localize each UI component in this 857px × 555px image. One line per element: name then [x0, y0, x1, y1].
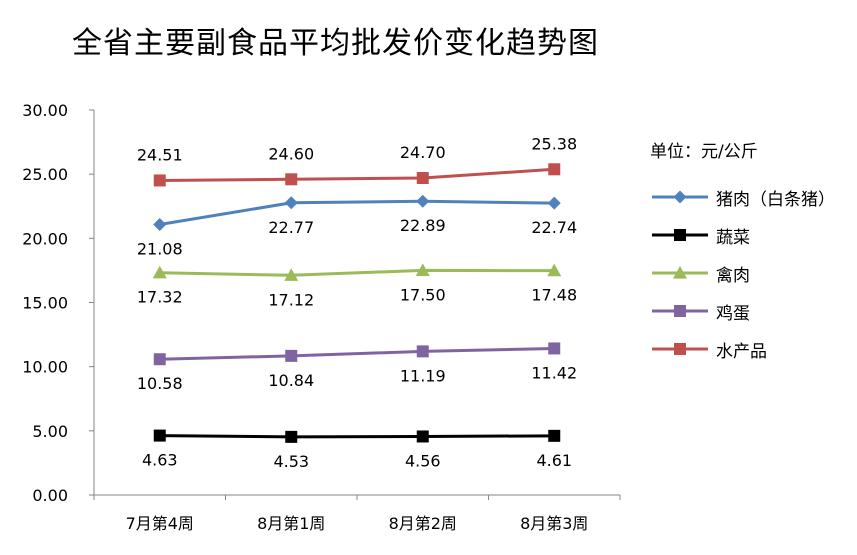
legend-item: 水产品	[650, 330, 850, 368]
data-label: 24.60	[268, 144, 314, 163]
data-label: 17.50	[400, 285, 446, 304]
legend-swatch-marker	[674, 343, 686, 355]
legend-items: 猪肉（白条猪） 蔬菜禽肉鸡蛋水产品	[650, 178, 850, 368]
data-label: 22.89	[400, 216, 446, 235]
chart-title: 全省主要副食品平均批发价变化趋势图	[72, 26, 599, 61]
data-label: 21.08	[137, 239, 183, 258]
series-line-3	[159, 346, 555, 361]
data-point	[284, 196, 298, 210]
legend-swatch-marker	[674, 305, 686, 317]
y-tick-label: 20.00	[22, 229, 68, 248]
legend-item: 鸡蛋	[650, 292, 850, 330]
legend-swatch	[652, 266, 708, 279]
y-tick-label: 5.00	[32, 422, 68, 441]
data-label: 22.77	[268, 218, 314, 237]
legend-swatch	[652, 190, 708, 204]
legend-swatch-marker	[673, 266, 687, 279]
data-label: 4.61	[536, 451, 572, 470]
data-label: 10.84	[268, 371, 314, 390]
data-label: 4.53	[273, 452, 309, 471]
data-label: 24.51	[137, 145, 183, 164]
legend-label: 水产品	[716, 341, 767, 362]
series-line-1	[159, 434, 555, 439]
x-tick-label: 8月第3周	[520, 514, 588, 533]
data-point	[548, 163, 561, 176]
data-label: 11.19	[400, 366, 446, 385]
series-line-4	[159, 167, 555, 182]
x-tick-label: 7月第4周	[126, 514, 194, 533]
legend: 单位：元/公斤 猪肉（白条猪） 蔬菜禽肉鸡蛋水产品	[650, 140, 850, 368]
data-point	[153, 353, 166, 366]
legend-label: 禽肉	[716, 265, 750, 286]
data-point	[152, 265, 167, 279]
data-point	[153, 429, 166, 442]
y-tick-label: 25.00	[22, 165, 68, 184]
data-label: 17.12	[268, 290, 314, 309]
legend-item: 猪肉（白条猪）	[650, 178, 850, 216]
data-point	[547, 263, 562, 277]
x-tick-label: 8月第1周	[257, 514, 325, 533]
legend-swatch-marker	[674, 229, 686, 241]
data-label: 24.70	[400, 143, 446, 162]
data-point	[153, 217, 167, 231]
data-point	[548, 342, 561, 355]
legend-swatch-marker	[673, 190, 687, 204]
x-tick-label: 8月第2周	[389, 514, 457, 533]
legend-item: 蔬菜	[650, 216, 850, 254]
legend-label: 蔬菜	[716, 227, 750, 248]
data-point	[416, 345, 429, 358]
data-point	[416, 172, 429, 185]
y-tick-label: 15.00	[22, 294, 68, 313]
y-tick-label: 0.00	[32, 486, 68, 505]
y-tick-label: 10.00	[22, 358, 68, 377]
data-point	[284, 268, 299, 281]
legend-swatch	[652, 343, 708, 355]
legend-swatch	[652, 229, 708, 241]
data-point	[416, 430, 429, 443]
legend-label: 鸡蛋	[716, 303, 750, 324]
data-label: 4.56	[405, 451, 441, 470]
data-label: 11.42	[531, 363, 577, 382]
data-point	[547, 196, 561, 210]
data-point	[153, 174, 166, 187]
series-line-2	[159, 268, 555, 277]
series-line-0	[159, 199, 555, 226]
data-point	[415, 263, 430, 277]
data-label: 17.48	[531, 286, 577, 305]
data-point	[285, 173, 298, 186]
legend-unit-label: 单位：元/公斤	[650, 142, 758, 162]
data-label: 10.58	[137, 374, 183, 393]
y-tick-label: 30.00	[22, 101, 68, 120]
data-point	[548, 429, 561, 442]
legend-item: 禽肉	[650, 254, 850, 292]
data-point	[285, 430, 298, 443]
data-label: 25.38	[531, 134, 577, 153]
data-point	[416, 194, 430, 208]
legend-swatch	[652, 305, 708, 317]
data-label: 17.32	[137, 288, 183, 307]
data-point	[285, 349, 298, 362]
data-label: 22.74	[531, 218, 577, 237]
data-label: 4.63	[142, 451, 178, 470]
legend-label: 猪肉（白条猪）	[716, 189, 835, 210]
